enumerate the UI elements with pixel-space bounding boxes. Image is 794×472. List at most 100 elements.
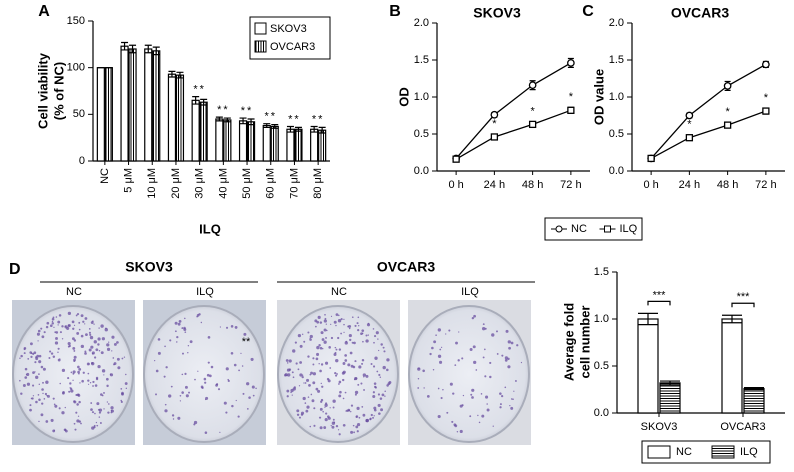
colony xyxy=(68,390,71,393)
colony xyxy=(90,402,93,404)
colony xyxy=(112,357,115,359)
colony xyxy=(462,394,465,397)
significance: * xyxy=(725,106,730,118)
colony xyxy=(329,407,331,409)
colony xyxy=(40,327,43,330)
colony xyxy=(349,351,353,355)
colony xyxy=(203,377,207,381)
colony xyxy=(321,385,324,388)
colony xyxy=(288,359,292,363)
colony xyxy=(98,416,101,418)
colony xyxy=(72,346,76,350)
colony xyxy=(453,423,457,427)
colony xyxy=(344,341,348,345)
colony xyxy=(98,327,100,329)
colony xyxy=(77,393,80,396)
significance: * xyxy=(530,105,535,117)
colony xyxy=(36,354,40,358)
colony xyxy=(19,379,21,382)
colony xyxy=(482,323,485,326)
colony xyxy=(225,367,229,371)
colony xyxy=(193,420,198,425)
colony xyxy=(121,357,124,360)
colony xyxy=(205,396,209,400)
colony xyxy=(59,382,61,385)
colony xyxy=(308,384,311,387)
error-bar xyxy=(318,126,326,134)
colony xyxy=(67,311,72,315)
bar xyxy=(167,73,177,162)
colony xyxy=(373,341,375,344)
error-bar xyxy=(239,117,247,125)
bar xyxy=(120,45,129,162)
colony xyxy=(510,341,514,345)
colony xyxy=(501,354,504,357)
colony xyxy=(100,324,104,328)
error-bar xyxy=(121,41,129,51)
colony xyxy=(461,357,464,360)
colony xyxy=(23,346,27,350)
y-tick-label: 150 xyxy=(67,15,85,27)
colony xyxy=(225,326,229,329)
colony xyxy=(305,409,309,413)
colony xyxy=(196,315,198,318)
colony xyxy=(360,382,363,385)
marker xyxy=(685,111,694,120)
colony xyxy=(217,388,221,391)
colony xyxy=(93,340,97,344)
colony xyxy=(458,331,460,333)
significance: *** xyxy=(737,291,751,303)
colony xyxy=(42,367,46,371)
colony xyxy=(336,373,338,375)
colony xyxy=(312,381,316,385)
bar xyxy=(637,318,659,414)
colony xyxy=(61,325,64,328)
colony xyxy=(334,351,337,354)
colony xyxy=(155,369,159,373)
colony xyxy=(319,346,323,350)
colony xyxy=(356,422,361,427)
colony xyxy=(70,371,73,374)
colony xyxy=(361,362,364,365)
colony xyxy=(332,406,335,409)
error-bar xyxy=(722,314,742,324)
x-tick-label: 24 h xyxy=(484,179,505,191)
colony xyxy=(96,402,100,406)
colony xyxy=(73,339,77,342)
colony xyxy=(116,357,120,361)
significance-bracket xyxy=(731,302,755,308)
line xyxy=(455,109,572,160)
colony xyxy=(367,334,369,336)
colony xyxy=(297,333,302,338)
colony xyxy=(284,373,287,377)
colony xyxy=(324,313,326,316)
colony xyxy=(184,372,187,375)
colony xyxy=(471,316,475,320)
colony xyxy=(32,384,35,387)
colony xyxy=(29,342,33,346)
bar xyxy=(191,99,200,162)
x-tick-label: 5 μM xyxy=(122,168,134,193)
colony xyxy=(57,351,59,353)
colony xyxy=(168,394,172,398)
colony xyxy=(61,411,65,415)
colony xyxy=(69,382,72,385)
colony xyxy=(449,382,453,386)
colony xyxy=(82,320,85,323)
colony xyxy=(105,377,109,381)
bar xyxy=(104,67,113,162)
colony xyxy=(319,426,323,430)
colony xyxy=(360,332,363,336)
colony xyxy=(320,363,324,366)
colony xyxy=(365,374,369,378)
bar xyxy=(318,129,327,162)
colony xyxy=(62,391,65,394)
colony xyxy=(292,376,295,379)
colony xyxy=(164,403,167,406)
error-bar xyxy=(660,380,680,386)
chart-title: SKOV3 xyxy=(473,5,521,21)
colony xyxy=(227,379,230,383)
colony xyxy=(491,333,495,337)
colony xyxy=(78,420,82,423)
colony xyxy=(36,332,40,336)
